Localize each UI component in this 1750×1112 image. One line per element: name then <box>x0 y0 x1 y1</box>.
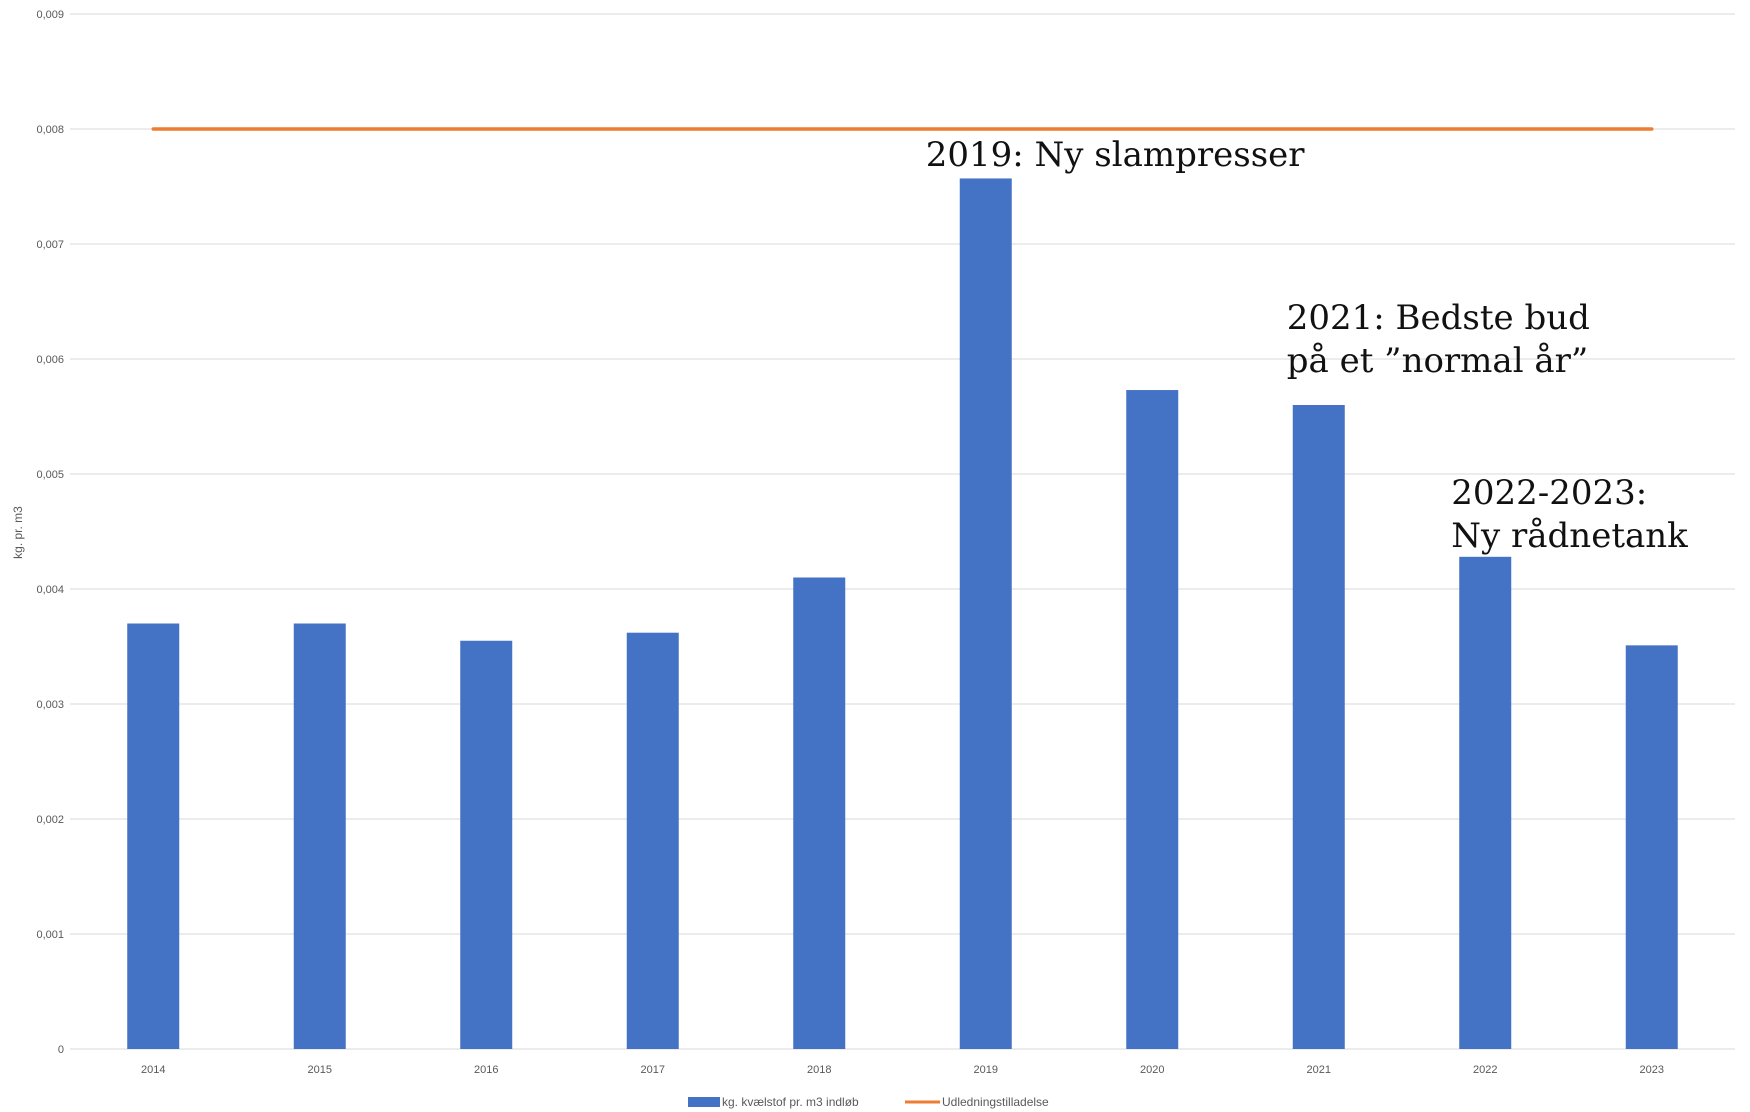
x-tick-label: 2016 <box>474 1064 498 1076</box>
y-tick-label: 0,003 <box>36 699 64 711</box>
bar-series <box>127 178 1678 1049</box>
bar-2022 <box>1459 556 1512 1049</box>
bar-2023 <box>1625 645 1678 1049</box>
bar-2015 <box>293 623 346 1049</box>
y-tick-label: 0,008 <box>36 124 64 136</box>
annotation-2022: 2022-2023: <box>1451 473 1647 513</box>
bar-2017 <box>626 632 679 1049</box>
x-tick-label: 2022 <box>1473 1064 1497 1076</box>
bar-2018 <box>793 577 846 1049</box>
annotation-2021: 2021: Bedste bud <box>1287 298 1590 338</box>
y-axis-ticks: 0 0,001 0,002 0,003 0,004 0,005 0,006 0,007 0,00… <box>36 9 64 1056</box>
bar-2020 <box>1126 390 1179 1049</box>
bar-2016 <box>460 640 513 1049</box>
x-axis-ticks: 2014 2015 2016 2017 2018 2019 2020 2021 2022 2023 <box>141 1064 1664 1076</box>
x-tick-label: 2019 <box>974 1064 998 1076</box>
annotation-2019: 2019: Ny slampresser <box>926 135 1306 175</box>
legend-label-bar: kg. kvælstof pr. m3 indløb <box>722 1095 859 1109</box>
legend: kg. kvælstof pr. m3 indløb Udledningstill… <box>688 1095 1049 1109</box>
legend-label-line: Udledningstilladelse <box>942 1095 1049 1109</box>
x-tick-label: 2021 <box>1307 1064 1331 1076</box>
bar-2021 <box>1292 405 1345 1049</box>
x-tick-label: 2023 <box>1640 1064 1664 1076</box>
y-tick-label: 0,005 <box>36 469 64 481</box>
x-tick-label: 2015 <box>308 1064 332 1076</box>
y-tick-label: 0,009 <box>36 9 64 21</box>
y-tick-label: 0,004 <box>36 584 64 596</box>
y-tick-label: 0,002 <box>36 814 64 826</box>
y-axis-title: kg. pr. m3 <box>11 506 25 559</box>
gridlines <box>70 13 1735 935</box>
bar-2019 <box>959 178 1012 1049</box>
y-tick-label: 0,006 <box>36 354 64 366</box>
x-tick-label: 2018 <box>807 1064 831 1076</box>
y-tick-label: 0 <box>58 1044 64 1056</box>
y-tick-label: 0,001 <box>36 929 64 941</box>
x-tick-label: 2017 <box>641 1064 665 1076</box>
y-tick-label: 0,007 <box>36 239 64 251</box>
x-tick-label: 2020 <box>1140 1064 1164 1076</box>
bar-2014 <box>127 623 180 1049</box>
x-tick-label: 2014 <box>141 1064 165 1076</box>
annotation-2021: på et ”normal år” <box>1287 341 1589 381</box>
legend-swatch-bar <box>688 1097 720 1107</box>
annotation-2022: Ny rådnetank <box>1451 516 1688 556</box>
